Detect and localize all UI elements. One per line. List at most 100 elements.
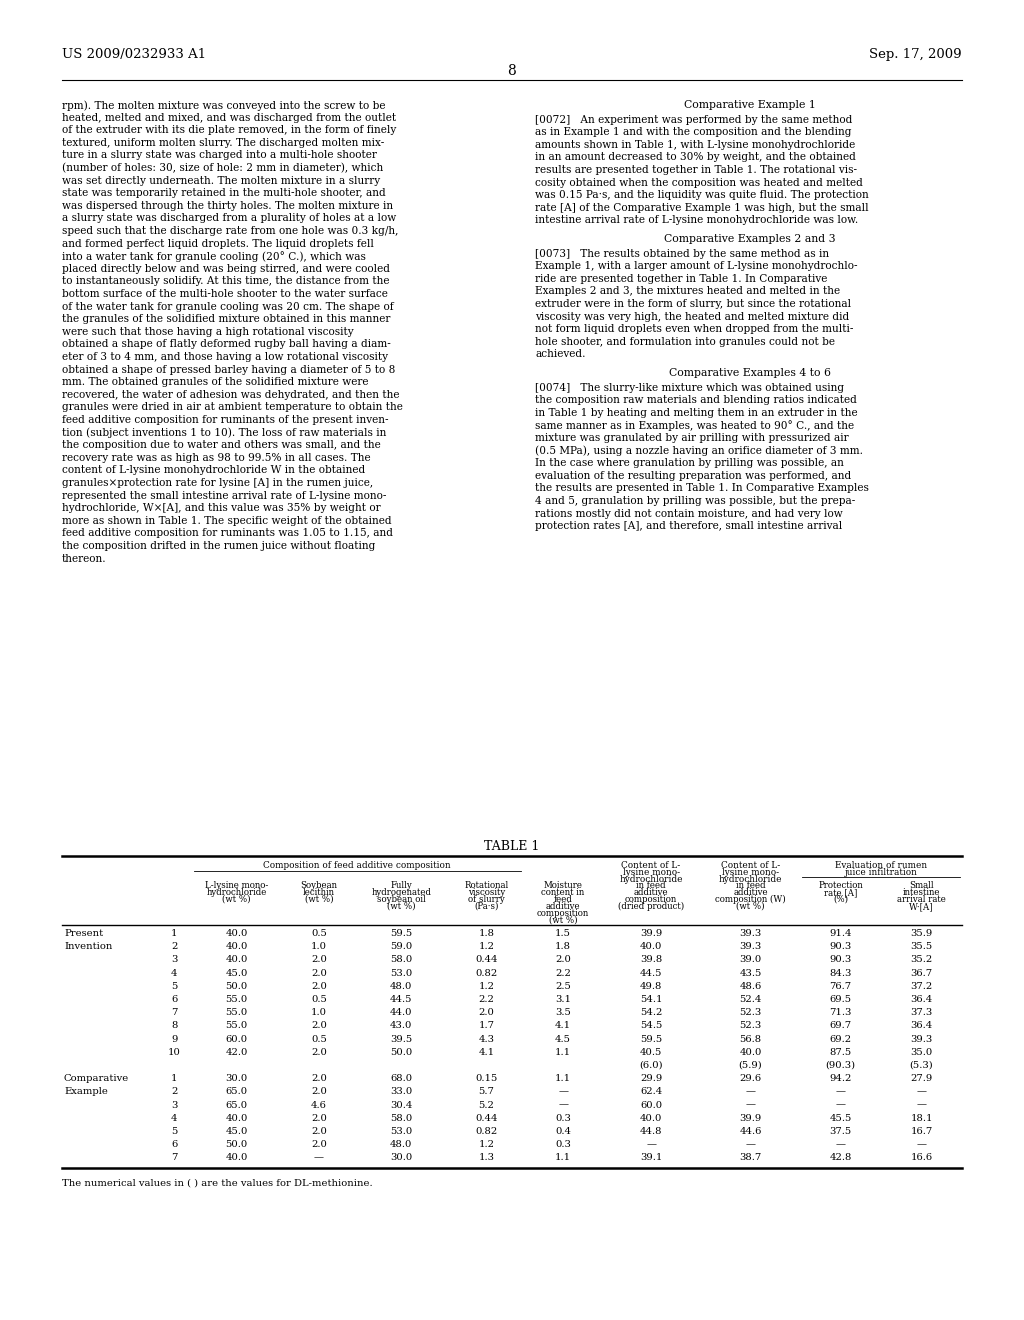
- Text: 2.0: 2.0: [311, 1048, 327, 1057]
- Text: 42.0: 42.0: [225, 1048, 248, 1057]
- Text: 54.2: 54.2: [640, 1008, 663, 1018]
- Text: hydrochloride: hydrochloride: [207, 888, 267, 898]
- Text: 8: 8: [508, 63, 516, 78]
- Text: tion (subject inventions 1 to 10). The loss of raw materials in: tion (subject inventions 1 to 10). The l…: [62, 428, 386, 438]
- Text: 40.5: 40.5: [640, 1048, 663, 1057]
- Text: recovered, the water of adhesion was dehydrated, and then the: recovered, the water of adhesion was deh…: [62, 389, 399, 400]
- Text: the results are presented in Table 1. In Comparative Examples: the results are presented in Table 1. In…: [535, 483, 869, 494]
- Text: TABLE 1: TABLE 1: [484, 840, 540, 853]
- Text: 2.0: 2.0: [311, 956, 327, 965]
- Text: (%): (%): [834, 895, 848, 904]
- Text: 2.2: 2.2: [555, 969, 571, 978]
- Text: 1.2: 1.2: [478, 942, 495, 952]
- Text: intestine arrival rate of L-lysine monohydrochloride was low.: intestine arrival rate of L-lysine monoh…: [535, 215, 858, 226]
- Text: mixture was granulated by air prilling with pressurized air: mixture was granulated by air prilling w…: [535, 433, 849, 444]
- Text: in feed: in feed: [636, 880, 666, 890]
- Text: 44.5: 44.5: [390, 995, 413, 1005]
- Text: —: —: [745, 1088, 756, 1097]
- Text: 50.0: 50.0: [225, 1140, 248, 1150]
- Text: juice infiltration: juice infiltration: [845, 869, 918, 876]
- Text: 62.4: 62.4: [640, 1088, 663, 1097]
- Text: Protection: Protection: [818, 880, 863, 890]
- Text: 90.3: 90.3: [829, 956, 852, 965]
- Text: in an amount decreased to 30% by weight, and the obtained: in an amount decreased to 30% by weight,…: [535, 152, 856, 162]
- Text: hydrochloride: hydrochloride: [620, 875, 683, 884]
- Text: 44.0: 44.0: [390, 1008, 413, 1018]
- Text: 3.5: 3.5: [555, 1008, 571, 1018]
- Text: 0.4: 0.4: [555, 1127, 571, 1137]
- Text: 48.6: 48.6: [739, 982, 762, 991]
- Text: 29.9: 29.9: [640, 1074, 663, 1084]
- Text: 71.3: 71.3: [829, 1008, 852, 1018]
- Text: 35.2: 35.2: [910, 956, 933, 965]
- Text: 52.3: 52.3: [739, 1008, 762, 1018]
- Text: —: —: [836, 1101, 846, 1110]
- Text: 4.3: 4.3: [478, 1035, 495, 1044]
- Text: 18.1: 18.1: [910, 1114, 933, 1123]
- Text: composition (W): composition (W): [715, 895, 785, 904]
- Text: 2.0: 2.0: [311, 1140, 327, 1150]
- Text: Examples 2 and 3, the mixtures heated and melted in the: Examples 2 and 3, the mixtures heated an…: [535, 286, 840, 297]
- Text: state was temporarily retained in the multi-hole shooter, and: state was temporarily retained in the mu…: [62, 189, 386, 198]
- Text: placed directly below and was being stirred, and were cooled: placed directly below and was being stir…: [62, 264, 390, 273]
- Text: 84.3: 84.3: [829, 969, 852, 978]
- Text: 58.0: 58.0: [390, 956, 413, 965]
- Text: 5.2: 5.2: [478, 1101, 495, 1110]
- Text: 38.7: 38.7: [739, 1154, 762, 1163]
- Text: 48.0: 48.0: [390, 982, 413, 991]
- Text: 40.0: 40.0: [640, 1114, 663, 1123]
- Text: 7: 7: [171, 1154, 177, 1163]
- Text: (wt %): (wt %): [736, 902, 765, 911]
- Text: 91.4: 91.4: [829, 929, 852, 939]
- Text: —: —: [836, 1088, 846, 1097]
- Text: 40.0: 40.0: [225, 942, 248, 952]
- Text: 1.0: 1.0: [311, 942, 327, 952]
- Text: 44.6: 44.6: [739, 1127, 762, 1137]
- Text: 7: 7: [171, 1008, 177, 1018]
- Text: Present: Present: [63, 929, 103, 939]
- Text: eter of 3 to 4 mm, and those having a low rotational viscosity: eter of 3 to 4 mm, and those having a lo…: [62, 352, 388, 362]
- Text: Comparative: Comparative: [63, 1074, 129, 1084]
- Text: ride are presented together in Table 1. In Comparative: ride are presented together in Table 1. …: [535, 273, 827, 284]
- Text: 30.4: 30.4: [390, 1101, 413, 1110]
- Text: (Pa·s): (Pa·s): [474, 902, 499, 911]
- Text: 1: 1: [171, 929, 177, 939]
- Text: content of L-lysine monohydrochloride W in the obtained: content of L-lysine monohydrochloride W …: [62, 466, 366, 475]
- Text: (0.5 MPa), using a nozzle having an orifice diameter of 3 mm.: (0.5 MPa), using a nozzle having an orif…: [535, 446, 863, 457]
- Text: (wt %): (wt %): [549, 916, 578, 925]
- Text: 2: 2: [171, 1088, 177, 1097]
- Text: 59.5: 59.5: [640, 1035, 663, 1044]
- Text: 4: 4: [171, 969, 177, 978]
- Text: 40.0: 40.0: [225, 956, 248, 965]
- Text: composition: composition: [537, 909, 589, 917]
- Text: 36.4: 36.4: [910, 1022, 933, 1031]
- Text: were such that those having a high rotational viscosity: were such that those having a high rotat…: [62, 327, 353, 337]
- Text: the composition raw materials and blending ratios indicated: the composition raw materials and blendi…: [535, 395, 857, 405]
- Text: 58.0: 58.0: [390, 1114, 413, 1123]
- Text: 39.8: 39.8: [640, 956, 663, 965]
- Text: 44.5: 44.5: [640, 969, 663, 978]
- Text: 2.0: 2.0: [478, 1008, 495, 1018]
- Text: 6: 6: [171, 1140, 177, 1150]
- Text: Composition of feed additive composition: Composition of feed additive composition: [263, 861, 452, 870]
- Text: 3: 3: [171, 1101, 177, 1110]
- Text: Invention: Invention: [63, 942, 113, 952]
- Text: 60.0: 60.0: [225, 1035, 248, 1044]
- Text: 43.5: 43.5: [739, 969, 762, 978]
- Text: viscosity was very high, the heated and melted mixture did: viscosity was very high, the heated and …: [535, 312, 849, 322]
- Text: 87.5: 87.5: [829, 1048, 852, 1057]
- Text: 4.5: 4.5: [555, 1035, 571, 1044]
- Text: lysine mono-: lysine mono-: [722, 869, 779, 876]
- Text: textured, uniform molten slurry. The discharged molten mix-: textured, uniform molten slurry. The dis…: [62, 137, 384, 148]
- Text: 30.0: 30.0: [225, 1074, 248, 1084]
- Text: into a water tank for granule cooling (20° C.), which was: into a water tank for granule cooling (2…: [62, 251, 366, 263]
- Text: the composition drifted in the rumen juice without floating: the composition drifted in the rumen jui…: [62, 541, 376, 550]
- Text: feed: feed: [554, 895, 572, 904]
- Text: and formed perfect liquid droplets. The liquid droplets fell: and formed perfect liquid droplets. The …: [62, 239, 374, 248]
- Text: (wt %): (wt %): [304, 895, 333, 904]
- Text: (number of holes: 30, size of hole: 2 mm in diameter), which: (number of holes: 30, size of hole: 2 mm…: [62, 162, 383, 173]
- Text: additive: additive: [546, 902, 581, 911]
- Text: —: —: [836, 1140, 846, 1150]
- Text: viscosity: viscosity: [468, 888, 505, 898]
- Text: —: —: [916, 1101, 927, 1110]
